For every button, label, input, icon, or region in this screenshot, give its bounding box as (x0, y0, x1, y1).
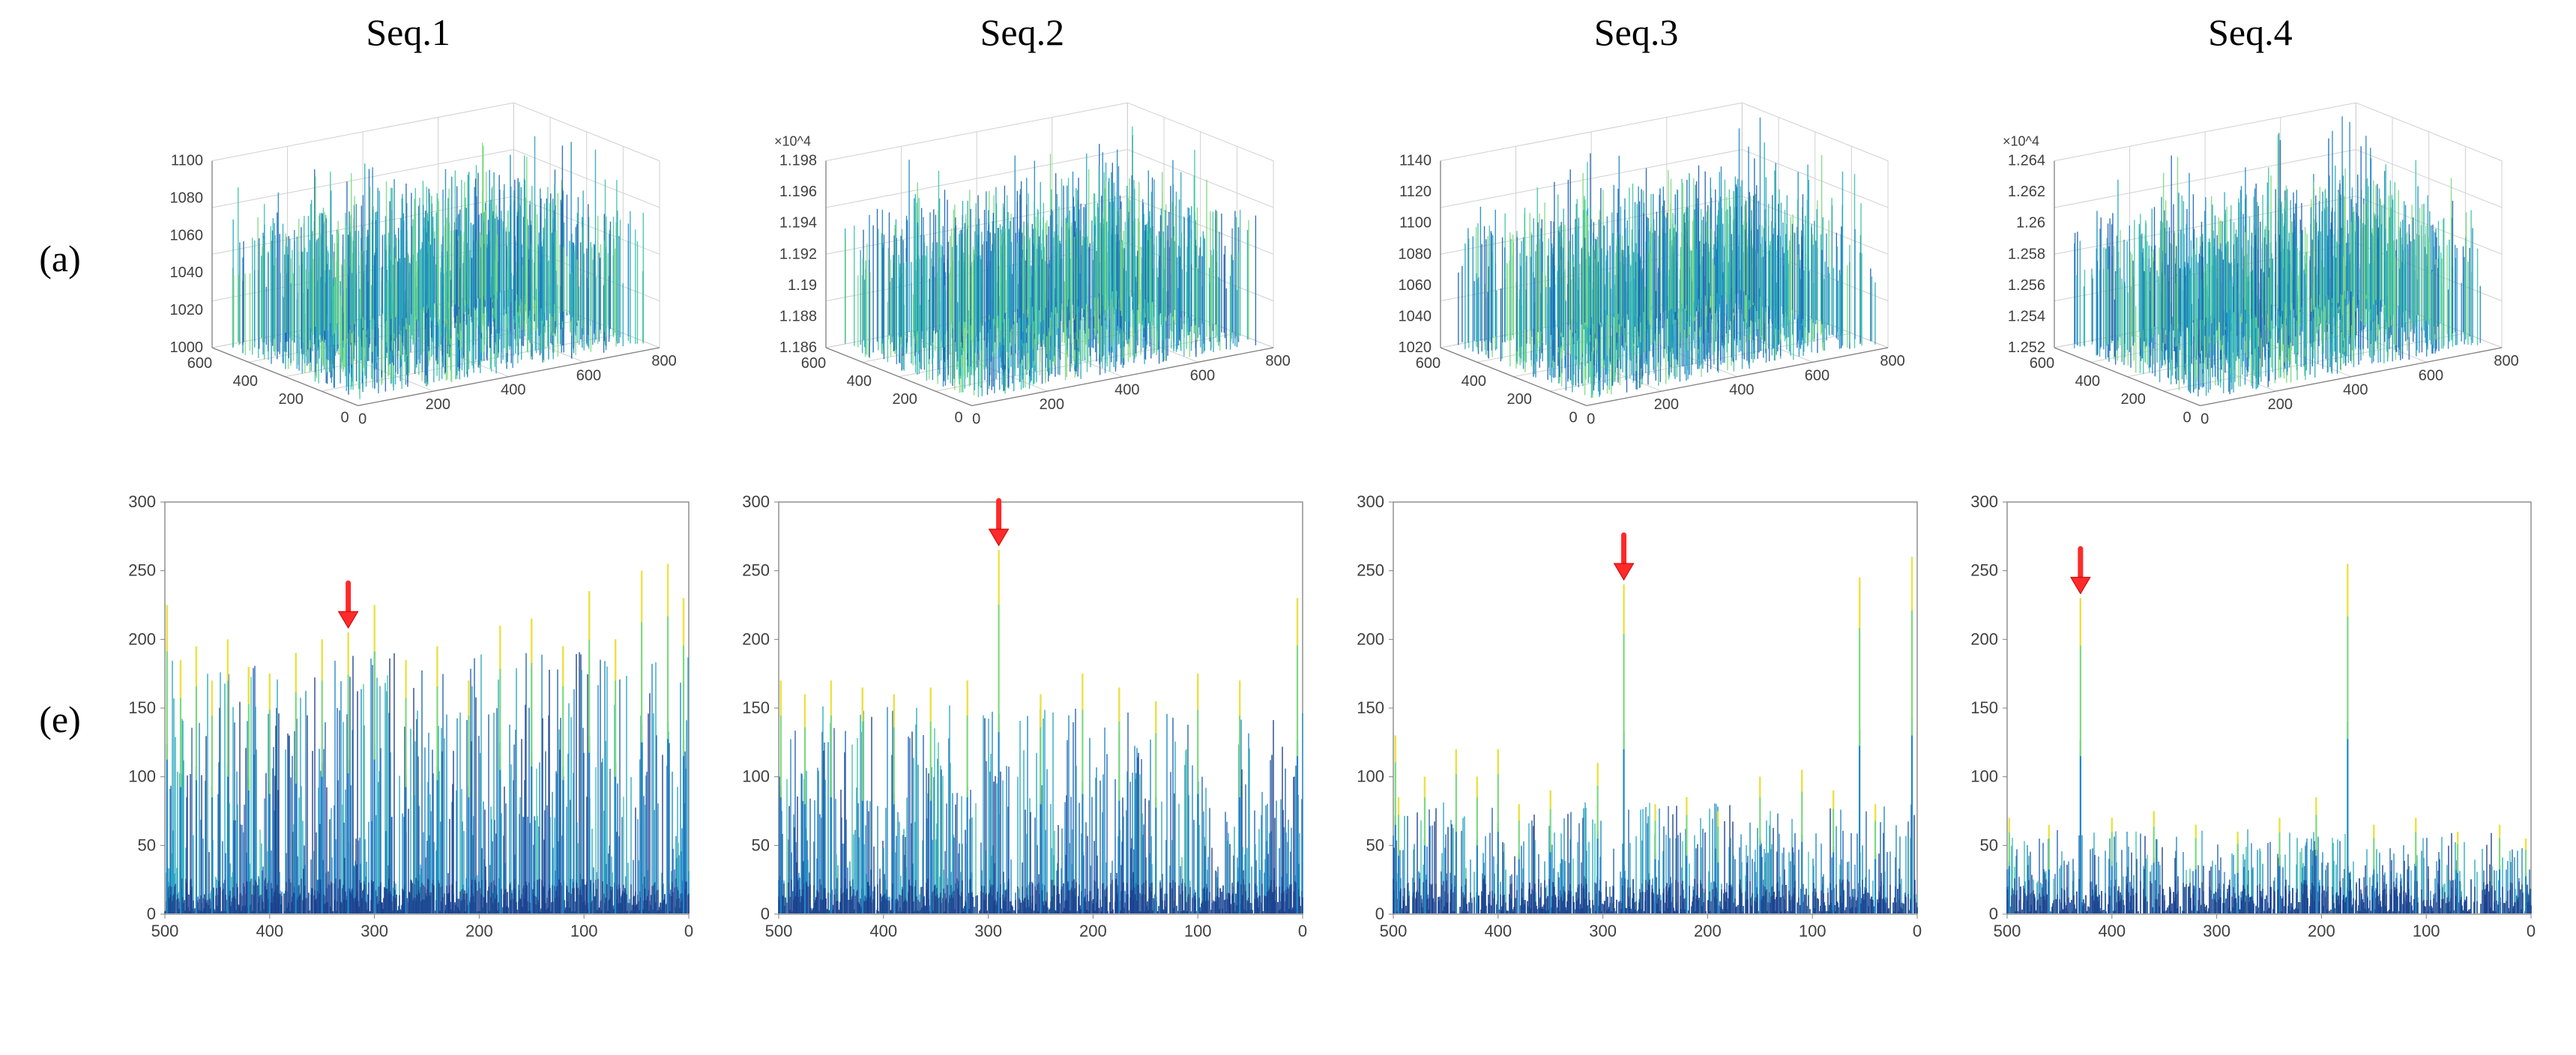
panel-e1-spectrum: 0 50 100 150 200 250 300 500 400 300 200 100 0 (112, 487, 704, 952)
svg-text:800: 800 (651, 353, 676, 369)
svg-text:600: 600 (2030, 355, 2054, 372)
row-label-a: (a) (30, 60, 90, 457)
svg-text:600: 600 (1804, 367, 1829, 384)
svg-text:200: 200 (1506, 391, 1531, 408)
svg-text:1000: 1000 (169, 339, 202, 356)
arrow-icon (1614, 535, 1633, 580)
svg-text:400: 400 (1461, 373, 1485, 390)
svg-text:×10^4: ×10^4 (2003, 134, 2039, 149)
svg-text:1.252: 1.252 (2008, 339, 2045, 356)
svg-text:1060: 1060 (1398, 277, 1432, 294)
svg-text:300: 300 (361, 922, 388, 940)
svg-text:200: 200 (2120, 391, 2145, 408)
svg-text:1020: 1020 (169, 302, 202, 318)
svg-text:1.196: 1.196 (779, 184, 817, 200)
panel-a2-3d-surface: 020040060080002004006001.1861.1881.191.1… (726, 60, 1318, 457)
svg-text:600: 600 (1415, 355, 1440, 372)
svg-text:600: 600 (187, 355, 212, 372)
svg-text:1100: 1100 (1399, 215, 1431, 232)
row-label-e: (e) (30, 487, 90, 952)
panel-a1-3d-surface: 0200400600800020040060010001020104010601… (112, 60, 704, 457)
svg-text:1.188: 1.188 (779, 308, 817, 324)
arrow-icon (989, 501, 1009, 545)
svg-text:50: 50 (138, 835, 156, 854)
svg-text:1100: 1100 (171, 153, 203, 169)
svg-text:0: 0 (2201, 411, 2209, 427)
svg-text:1020: 1020 (1398, 339, 1432, 356)
panel-e3-spectrum: 0501001502002503005004003002001000 (1341, 487, 1932, 952)
column-title-seq3: Seq.3 (1341, 10, 1932, 60)
svg-text:1.19: 1.19 (788, 277, 817, 294)
svg-text:1.198: 1.198 (779, 153, 817, 169)
svg-text:400: 400 (2343, 382, 2368, 399)
svg-text:0: 0 (341, 409, 349, 426)
svg-text:300: 300 (128, 492, 156, 511)
svg-text:0: 0 (2183, 409, 2191, 426)
svg-text:600: 600 (576, 367, 601, 384)
svg-text:400: 400 (233, 373, 258, 390)
figure-grid: Seq.1 Seq.2 Seq.3 Seq.4 (a) 020040060080… (30, 15, 2546, 1040)
svg-text:1120: 1120 (1399, 184, 1431, 200)
svg-text:1.264: 1.264 (2008, 153, 2045, 169)
svg-text:400: 400 (847, 373, 872, 390)
column-title-seq4: Seq.4 (1955, 10, 2546, 60)
svg-text:1.262: 1.262 (2008, 184, 2045, 200)
svg-text:200: 200 (465, 922, 493, 940)
svg-text:400: 400 (2075, 373, 2099, 390)
arrow-icon (2071, 548, 2090, 593)
svg-text:500: 500 (151, 922, 179, 940)
svg-text:1040: 1040 (169, 264, 202, 281)
svg-text:1080: 1080 (169, 190, 202, 206)
svg-text:600: 600 (1190, 367, 1215, 384)
svg-text:1080: 1080 (1398, 246, 1432, 262)
svg-text:1.254: 1.254 (2008, 308, 2045, 324)
figure-container: Seq.1 Seq.2 Seq.3 Seq.4 (a) 0 200 400 600 80… (0, 0, 2576, 1055)
svg-text:1060: 1060 (169, 227, 202, 244)
svg-text:800: 800 (2494, 353, 2518, 369)
svg-text:0: 0 (358, 411, 367, 427)
svg-text:1140: 1140 (1399, 153, 1431, 169)
svg-text:0: 0 (147, 904, 156, 923)
svg-text:400: 400 (256, 922, 283, 940)
svg-text:200: 200 (278, 391, 303, 408)
svg-text:1.258: 1.258 (2008, 246, 2045, 262)
svg-text:400: 400 (501, 382, 525, 399)
svg-text:0: 0 (1569, 409, 1577, 426)
svg-text:1040: 1040 (1398, 308, 1432, 324)
column-title-seq1: Seq.1 (112, 10, 704, 60)
svg-text:1.26: 1.26 (2016, 215, 2045, 232)
svg-text:200: 200 (1653, 396, 1678, 413)
svg-text:600: 600 (2419, 367, 2443, 384)
svg-text:1.186: 1.186 (779, 339, 817, 356)
svg-text:200: 200 (426, 396, 450, 413)
svg-text:600: 600 (801, 355, 826, 372)
svg-text:1.192: 1.192 (779, 246, 817, 262)
panel-e2-spectrum: 0501001502002503005004003002001000 (726, 487, 1318, 952)
svg-text:200: 200 (128, 629, 156, 648)
svg-text:0: 0 (684, 922, 693, 940)
arrow-icon (339, 583, 358, 628)
svg-text:800: 800 (1880, 353, 1904, 369)
svg-text:100: 100 (128, 767, 156, 786)
svg-text:200: 200 (2267, 396, 2292, 413)
svg-text:200: 200 (893, 391, 917, 408)
svg-text:200: 200 (1040, 396, 1064, 413)
svg-text:0: 0 (955, 409, 963, 426)
svg-text:1.256: 1.256 (2008, 277, 2045, 294)
svg-text:250: 250 (128, 561, 156, 580)
panel-a3-3d-surface: 0200400600800020040060010201040106010801… (1341, 60, 1932, 457)
svg-text:1.194: 1.194 (779, 215, 817, 232)
column-title-seq2: Seq.2 (726, 10, 1318, 60)
svg-text:×10^4: ×10^4 (774, 134, 811, 149)
svg-text:0: 0 (1587, 411, 1595, 427)
svg-text:100: 100 (570, 922, 598, 940)
svg-text:400: 400 (1729, 382, 1754, 399)
svg-text:150: 150 (128, 698, 156, 717)
panel-e4-spectrum: 0501001502002503005004003002001000 (1955, 487, 2546, 952)
svg-text:800: 800 (1266, 353, 1291, 369)
svg-text:0: 0 (972, 411, 980, 427)
svg-text:400: 400 (1114, 382, 1139, 399)
panel-a4-3d-surface: 020040060080002004006001.2521.2541.2561.… (1955, 60, 2546, 457)
